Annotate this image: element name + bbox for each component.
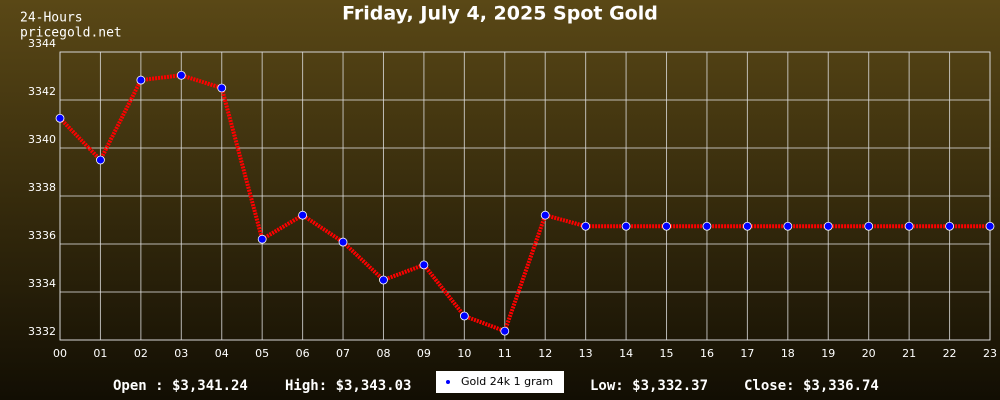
data-point [581, 221, 591, 231]
x-tick-label: 21 [902, 347, 916, 360]
data-point [500, 326, 510, 336]
y-tick-label: 3344 [28, 37, 56, 50]
x-tick-label: 22 [943, 347, 957, 360]
data-point [621, 221, 631, 231]
data-point [459, 311, 469, 321]
series-line [58, 73, 990, 334]
y-tick-label: 3332 [28, 325, 56, 338]
x-tick-label: 04 [215, 347, 229, 360]
x-tick-label: 23 [983, 347, 997, 360]
data-point [217, 83, 227, 93]
data-point [379, 275, 388, 285]
data-point [540, 210, 550, 220]
x-tick-label: 00 [53, 347, 67, 360]
y-tick-label: 3340 [28, 133, 56, 146]
data-point [338, 237, 348, 247]
x-tick-label: 09 [417, 347, 431, 360]
data-point [298, 210, 308, 220]
data-point [257, 234, 267, 244]
low-stat: Low: $3,332.37 [590, 378, 708, 394]
data-point [823, 221, 833, 231]
x-tick-label: 16 [700, 347, 714, 360]
data-point [742, 221, 752, 231]
subtitle: 24-Hours [20, 11, 83, 26]
legend-label: Gold 24k 1 gram [461, 375, 553, 388]
data-point [783, 221, 793, 231]
data-point [662, 221, 671, 231]
y-tick-label: 3334 [28, 277, 56, 290]
data-point [864, 221, 874, 231]
data-point [96, 155, 105, 165]
data-point [702, 221, 712, 231]
data-point [55, 113, 65, 123]
data-point [419, 260, 429, 270]
x-tick-label: 17 [740, 347, 754, 360]
data-point [945, 221, 954, 231]
x-tick-label: 18 [781, 347, 795, 360]
x-tick-label: 14 [619, 347, 633, 360]
open-stat: Open : $3,341.24 [113, 378, 248, 394]
close-stat: Close: $3,336.74 [744, 378, 879, 394]
x-tick-label: 19 [821, 347, 835, 360]
x-tick-label: 08 [376, 347, 390, 360]
source: pricegold.net [20, 26, 122, 41]
x-tick-label: 12 [538, 347, 552, 360]
x-tick-label: 10 [457, 347, 471, 360]
x-tick-label: 01 [93, 347, 107, 360]
x-tick-label: 15 [660, 347, 674, 360]
chart-title: Friday, July 4, 2025 Spot Gold [342, 3, 658, 25]
x-tick-label: 13 [579, 347, 593, 360]
data-point [985, 221, 995, 231]
y-tick-label: 3342 [28, 85, 56, 98]
x-tick-label: 20 [862, 347, 876, 360]
x-tick-label: 11 [498, 347, 512, 360]
high-stat: High: $3,343.03 [285, 378, 411, 394]
legend-marker [446, 380, 450, 384]
x-tick-label: 02 [134, 347, 148, 360]
data-point [136, 75, 146, 85]
y-tick-label: 3338 [28, 181, 56, 194]
data-point [904, 221, 914, 231]
x-tick-label: 07 [336, 347, 350, 360]
y-tick-label: 3336 [28, 229, 56, 242]
x-tick-label: 06 [296, 347, 310, 360]
x-tick-label: 03 [174, 347, 188, 360]
legend-box [436, 371, 564, 393]
data-point [176, 70, 186, 80]
x-tick-label: 05 [255, 347, 269, 360]
